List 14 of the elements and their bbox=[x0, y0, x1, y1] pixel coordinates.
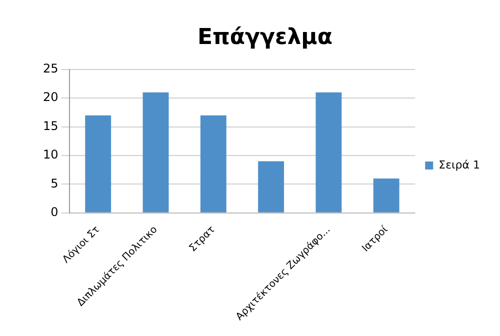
y-tick-label: 5 bbox=[50, 176, 58, 190]
chart-title: Επάγγελμα bbox=[198, 24, 332, 50]
bar bbox=[200, 115, 226, 212]
y-tick-label: 10 bbox=[42, 148, 58, 162]
bar bbox=[142, 92, 169, 212]
y-tick-label: 20 bbox=[42, 90, 58, 104]
bar bbox=[316, 92, 342, 212]
y-tick-label: 25 bbox=[42, 62, 58, 76]
bar bbox=[373, 178, 400, 212]
legend-label: Σειρά 1 bbox=[438, 158, 480, 172]
bar bbox=[85, 115, 112, 212]
y-tick-label: 15 bbox=[42, 118, 58, 133]
y-tick-label: 0 bbox=[50, 205, 58, 220]
bar bbox=[258, 161, 284, 212]
